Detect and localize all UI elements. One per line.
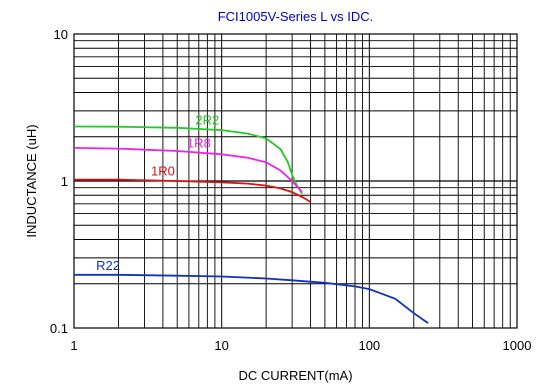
series-2r2: 2R2 bbox=[73, 112, 303, 195]
series-1r8: 1R8 bbox=[73, 136, 303, 193]
series-label: R22 bbox=[96, 258, 120, 273]
x-axis-label: DC CURRENT(mA) bbox=[238, 368, 352, 383]
plot-frame bbox=[73, 33, 518, 329]
y-tick-label: 10 bbox=[54, 27, 68, 42]
x-tick-label: 100 bbox=[358, 338, 380, 353]
series-1r0: 1R0 bbox=[74, 164, 312, 203]
x-tick-label: 1000 bbox=[503, 338, 532, 353]
chart-title: FCI1005V-Series L vs IDC. bbox=[218, 9, 374, 24]
series-line-2r2 bbox=[73, 125, 303, 195]
series-label: 2R2 bbox=[195, 112, 219, 127]
series-line-r22 bbox=[74, 273, 429, 324]
y-tick-label: 1 bbox=[61, 174, 68, 189]
y-tick-label: 0.1 bbox=[50, 321, 68, 336]
x-tick-label: 1 bbox=[70, 338, 77, 353]
series-line-1r0 bbox=[74, 178, 312, 203]
chart-grid bbox=[74, 34, 517, 328]
series-layer: 2R2 1R8 1R0 R22 bbox=[73, 112, 429, 324]
series-r22: R22 bbox=[74, 258, 429, 324]
y-tick-labels: 0.1 1 10 bbox=[50, 27, 68, 336]
x-tick-label: 10 bbox=[214, 338, 228, 353]
series-label: 1R8 bbox=[187, 136, 211, 151]
y-axis-label: INDUCTANCE (uH) bbox=[24, 124, 39, 237]
series-label: 1R0 bbox=[151, 164, 175, 179]
x-tick-labels: 1 10 100 1000 bbox=[70, 338, 531, 353]
series-line-1r8 bbox=[73, 147, 303, 193]
